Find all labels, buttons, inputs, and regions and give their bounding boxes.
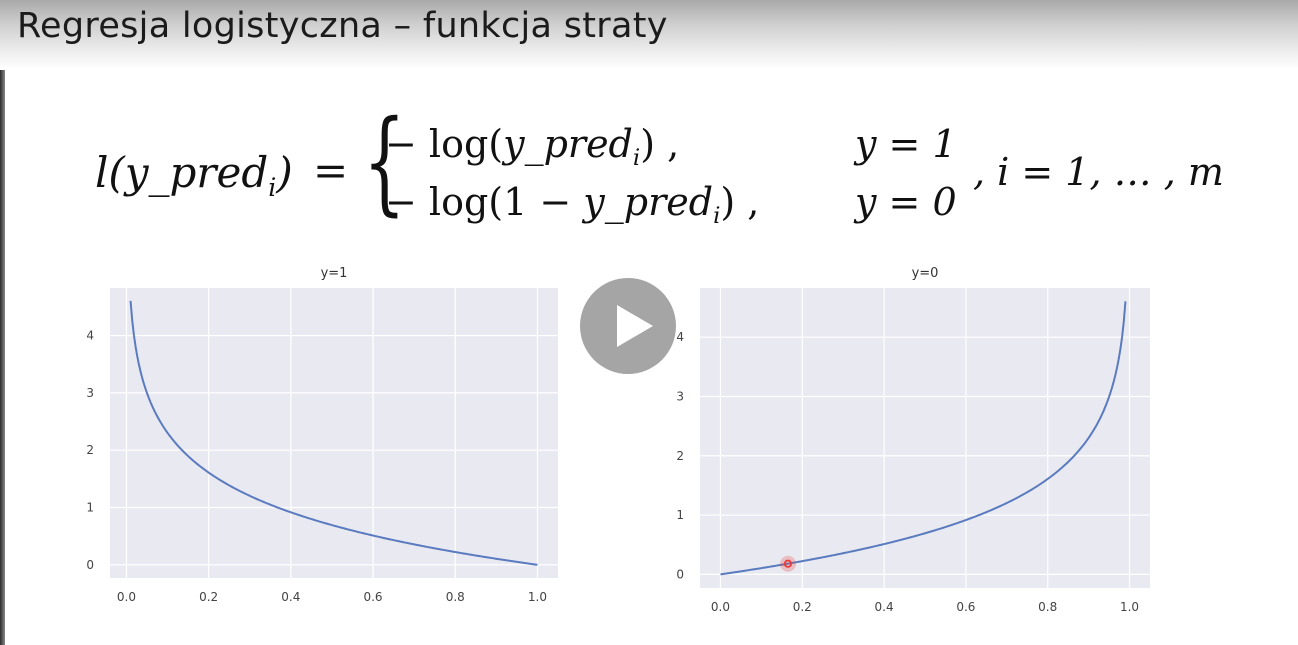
series-line <box>129 300 538 566</box>
chart-y0: y=0 0.0 0.2 0.4 0.6 0.8 1.0 0 1 2 3 4 <box>676 266 1150 614</box>
x-tick-label: 0.0 <box>711 600 730 614</box>
x-tick-label: 1.0 <box>528 590 547 604</box>
y-tick-label: 2 <box>86 443 94 457</box>
x-tick-label: 0.6 <box>956 600 975 614</box>
y-tick-label: 4 <box>86 329 94 343</box>
x-tick-label: 0.4 <box>875 600 894 614</box>
chart-title: y=0 <box>912 266 939 281</box>
y-tick-label: 1 <box>86 501 94 515</box>
y-tick-label: 4 <box>676 330 684 344</box>
y-tick-label: 0 <box>676 567 684 581</box>
slide-title: Regresja logistyczna – funkcja straty <box>17 6 668 46</box>
formula-case-2: − log(1 − y_predi) , <box>385 180 760 229</box>
chart-y1: y=1 0.0 0.2 0.4 0.6 0.8 1.0 0 1 2 3 4 <box>86 266 558 604</box>
formula-index-range: , i = 1, … , m <box>973 150 1224 194</box>
formula-equals: = <box>313 146 349 195</box>
window-left-edge <box>0 0 5 645</box>
x-tick-label: 1.0 <box>1120 600 1139 614</box>
x-tick-label: 0.0 <box>117 590 136 604</box>
x-tick-label: 0.8 <box>446 590 465 604</box>
x-tick-label: 0.4 <box>281 590 300 604</box>
loss-formula: l(y_predi) = { − log(y_predi) , − log(1 … <box>95 97 1225 238</box>
chart-title: y=1 <box>321 266 348 281</box>
x-tick-label: 0.2 <box>199 590 218 604</box>
play-icon <box>617 305 653 347</box>
y-tick-label: 3 <box>676 389 684 403</box>
formula-condition-1: y = 1 <box>855 122 957 166</box>
x-tick-label: 0.8 <box>1038 600 1057 614</box>
x-tick-label: 0.2 <box>793 600 812 614</box>
y-tick-label: 1 <box>676 508 684 522</box>
formula-condition-2: y = 0 <box>855 180 957 224</box>
x-tick-label: 0.6 <box>363 590 382 604</box>
y-tick-label: 2 <box>676 449 684 463</box>
mouse-cursor-icon <box>783 559 793 568</box>
formula-case-1: − log(y_predi) , <box>385 122 680 171</box>
y-tick-label: 3 <box>86 386 94 400</box>
video-play-button[interactable] <box>580 278 676 374</box>
cursor-highlight <box>779 555 796 572</box>
plot-area <box>700 288 1150 588</box>
formula-brace: { <box>363 97 406 227</box>
slide-title-bar <box>0 0 1298 70</box>
formula-lhs: l(y_predi) <box>95 148 293 202</box>
y-tick-label: 0 <box>86 558 94 572</box>
plot-area <box>110 288 558 578</box>
series-line <box>720 301 1127 576</box>
